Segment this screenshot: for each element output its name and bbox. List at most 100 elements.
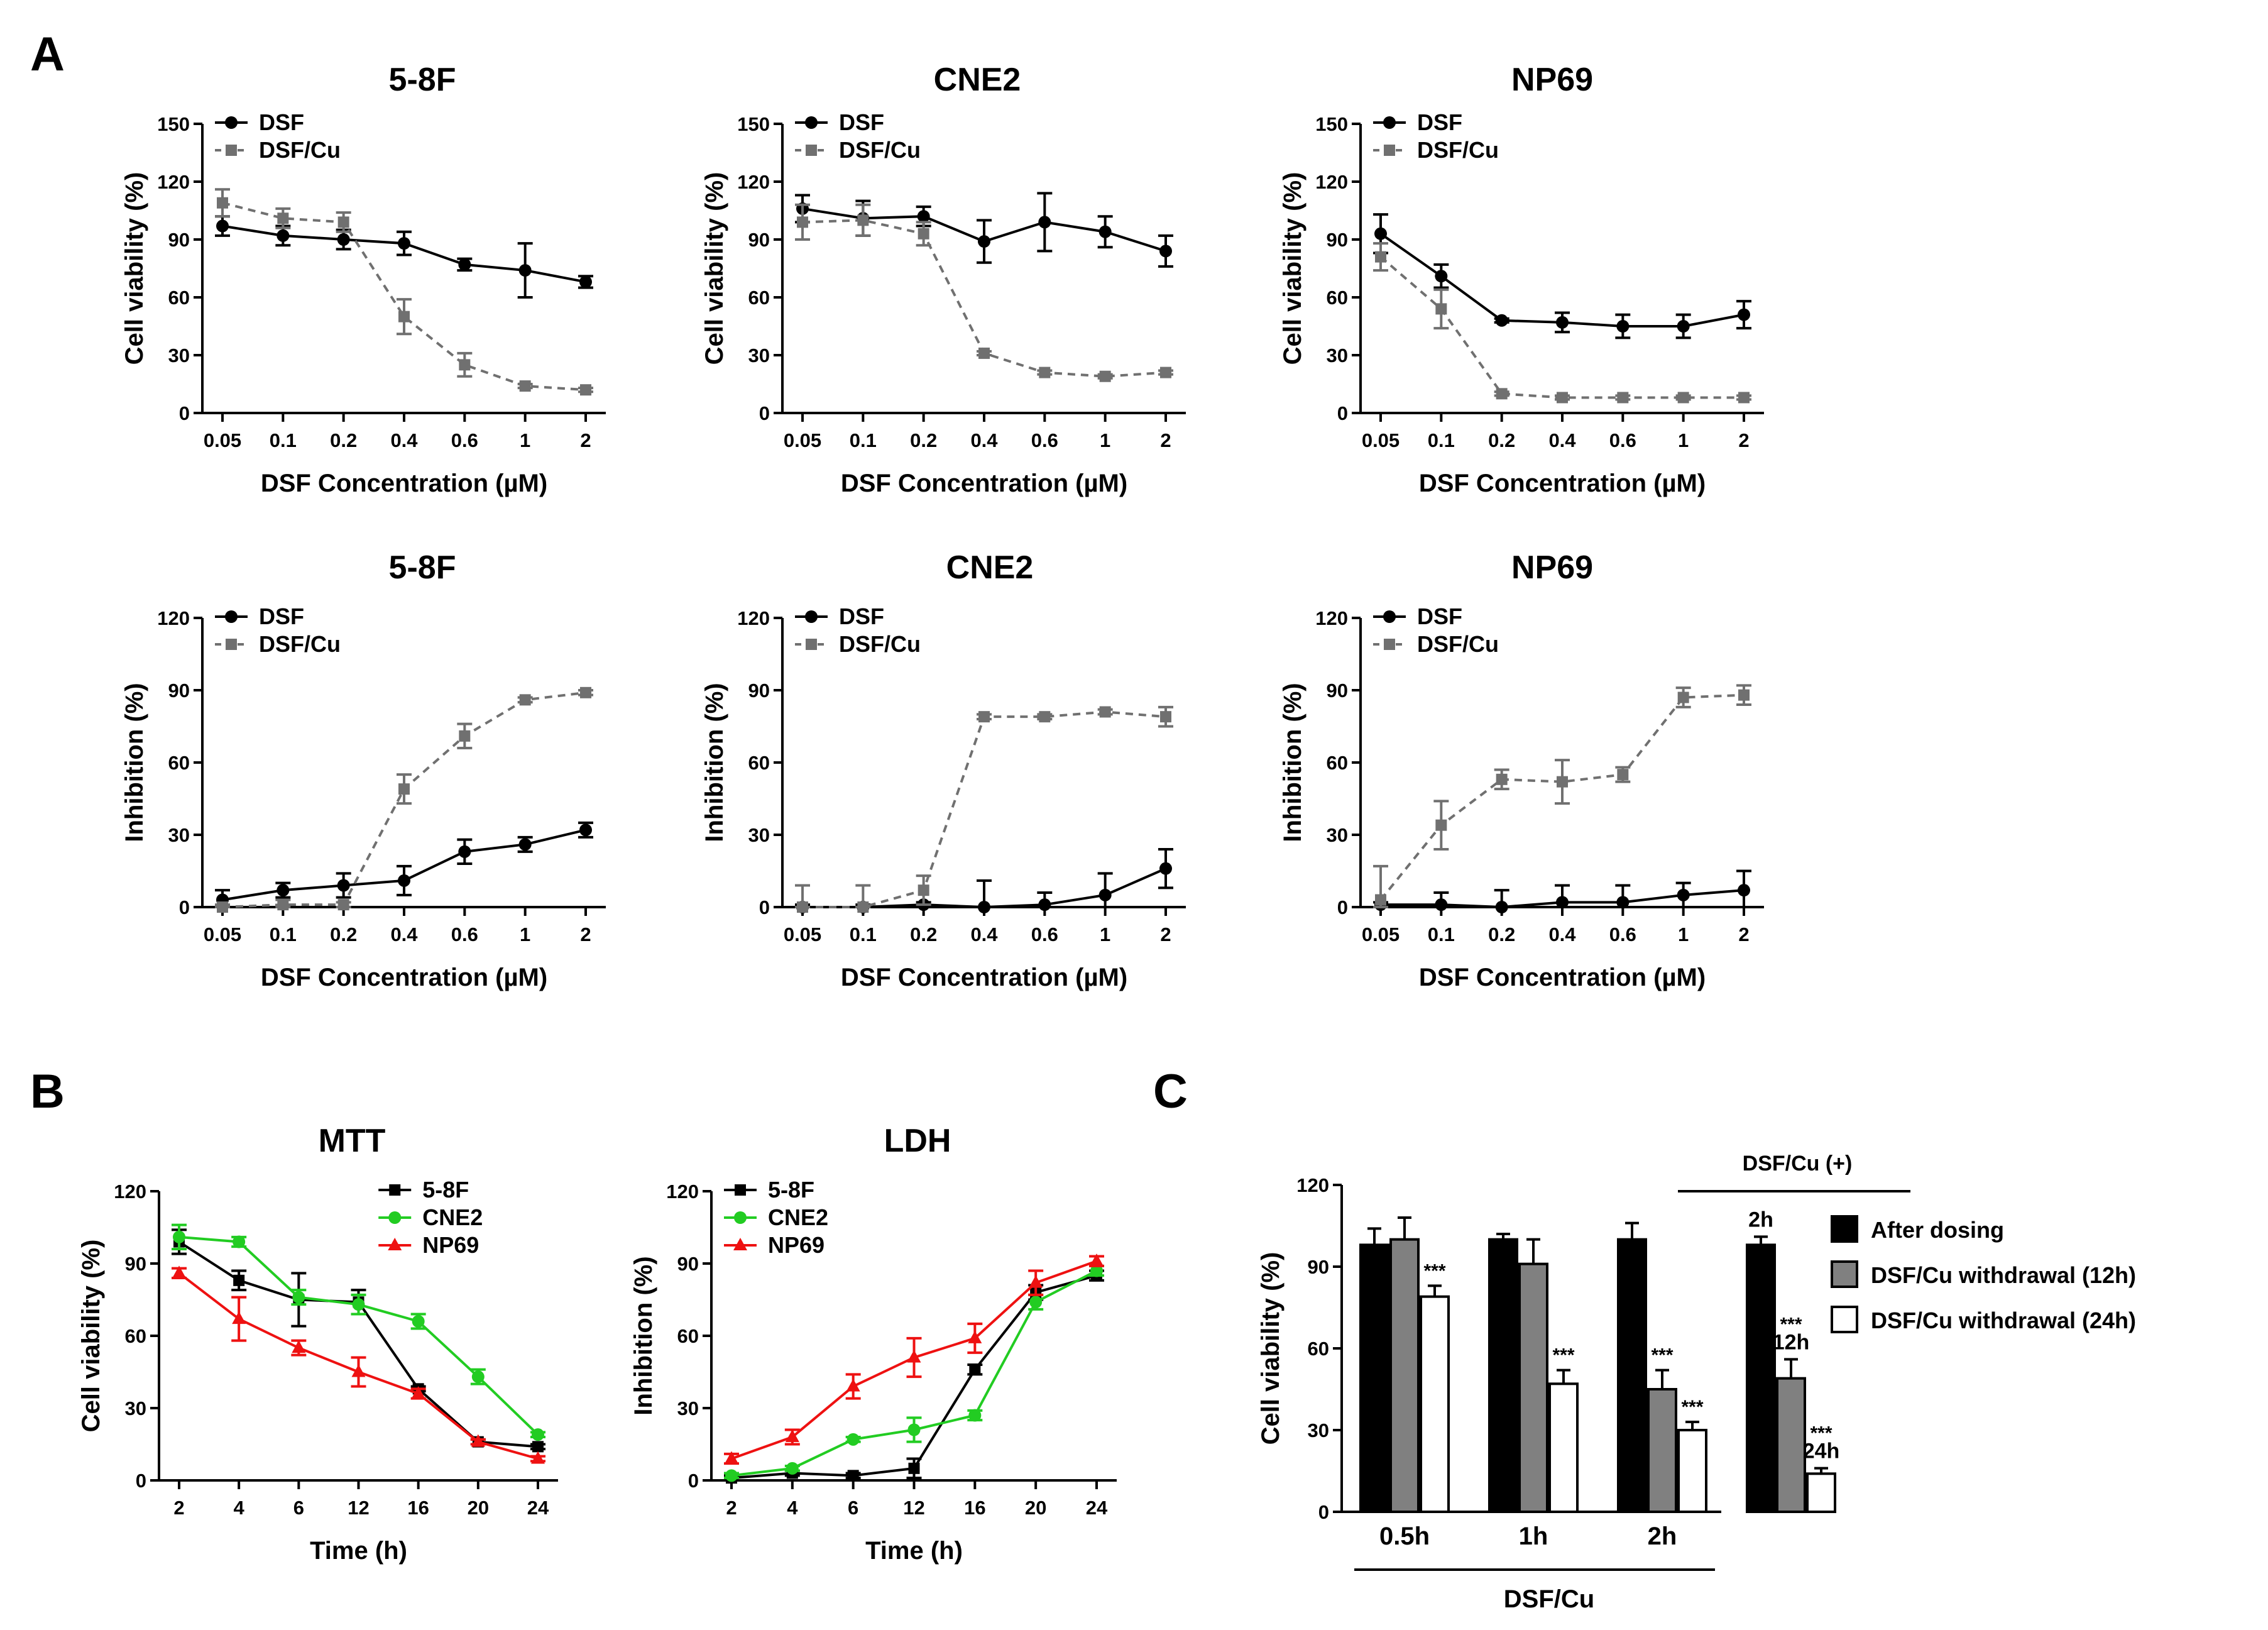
x-tick-label: 0.6 [1609,429,1636,451]
data-point [857,214,869,226]
y-tick-label: 90 [168,229,190,251]
data-point [398,311,410,322]
data-point [918,884,929,896]
data-point [725,1469,738,1482]
bar [1677,1429,1707,1513]
data-point [1557,392,1568,404]
x-tick-label: 0.1 [1428,923,1455,945]
x-tick-label: 0.1 [850,429,877,451]
legend-swatch-marker [735,1184,746,1196]
panel-letter-a: A [30,28,65,81]
data-point [1677,691,1689,703]
data-point [1496,388,1508,400]
data-point [1375,894,1386,906]
data-point [1029,1296,1043,1309]
x-tick-label: 1 [1100,429,1110,451]
data-point [579,823,592,837]
y-tick-label: 60 [748,287,770,309]
x-tick-label: 2 [1160,923,1171,945]
data-point [786,1462,799,1475]
legend-swatch-marker [226,145,237,156]
x-tick-label: 1 [1100,923,1110,945]
y-tick-label: 30 [1308,1419,1329,1441]
y-tick-label: 120 [1296,1174,1329,1196]
x-tick-label: 24 [527,1497,549,1519]
data-point [1495,901,1508,913]
significance-label: *** [1780,1314,1802,1335]
x-tick-label: 0.6 [1031,923,1058,945]
data-point [217,197,228,209]
bar [1518,1262,1548,1513]
y-tick-label: 30 [748,344,770,366]
data-point [519,380,531,392]
chart-a3: 0 30 60 90 120 150 0.05 0.1 0.2 0.4 0.6 1 2 NP69 DSF C… [1279,62,1764,497]
data-point [785,1429,799,1442]
data-point [1159,862,1172,875]
x-tick-label: 1 [520,429,530,451]
x-axis-label: DSF Concentration (µM) [841,964,1127,991]
x-tick-label: 24 [1086,1497,1108,1519]
data-point [518,264,532,277]
y-tick-label: 120 [157,607,190,629]
data-point [459,730,471,742]
legend-label: NP69 [422,1232,479,1258]
legend-swatch-marker [388,1238,402,1250]
x-tick-label: 0.2 [330,923,357,945]
data-point [1677,392,1689,404]
x-tick-label: 0.05 [1362,923,1400,945]
y-axis-label: Inhibition (%) [701,683,728,842]
y-tick-label: 120 [1315,607,1348,629]
bar [1548,1382,1579,1513]
data-point [1159,245,1172,258]
y-tick-label: 90 [677,1253,699,1275]
y-tick-label: 30 [677,1397,699,1419]
data-point [471,1434,485,1447]
chart-a2: 0 30 60 90 120 150 0.05 0.1 0.2 0.4 0.6 1 2 CNE2 DSF C… [701,62,1186,497]
data-point [579,275,592,289]
data-point [1090,1253,1104,1267]
data-point [172,1265,186,1279]
y-tick-label: 90 [748,229,770,251]
data-point [1375,251,1386,263]
data-point [1374,227,1387,240]
data-point [1617,392,1629,404]
data-point [907,1350,921,1363]
data-point [908,1462,920,1474]
x-tick-label: 0.1 [270,923,297,945]
data-point [232,1311,246,1324]
y-tick-label: 30 [1327,344,1348,366]
data-point [458,258,471,271]
legend-swatch [1831,1260,1858,1288]
data-point [857,901,869,913]
bar [1488,1238,1518,1513]
data-point [1677,320,1690,333]
chart-title: CNE2 [946,549,1034,586]
y-tick-label: 30 [168,344,190,366]
x-tick-label: 2 [1738,923,1749,945]
x-tick-label: 0.6 [451,923,478,945]
significance-label: *** [1681,1397,1703,1418]
y-tick-label: 60 [125,1325,146,1347]
data-point [725,1451,738,1464]
legend-swatch-marker [1383,116,1396,129]
legend-swatch-marker [1383,610,1396,623]
data-point [1617,769,1629,781]
y-tick-label: 150 [737,113,770,135]
y-tick-label: 60 [1327,287,1348,309]
data-point [978,347,990,359]
bar [1776,1377,1806,1514]
y-tick-label: 120 [1315,171,1348,193]
x-axis-label: DSF Concentration (µM) [261,470,547,497]
legend-label: DSF [1417,603,1462,629]
bar [1389,1238,1420,1513]
x-tick-label: 0.4 [970,429,998,451]
x-tick-label: 0.05 [204,923,241,945]
bar-label: 2h [1748,1208,1773,1231]
y-tick-label: 30 [168,824,190,846]
data-point [1738,689,1750,701]
legend-label: After dosing [1871,1217,2004,1243]
chart-title: LDH [884,1123,951,1159]
data-point [458,845,471,858]
